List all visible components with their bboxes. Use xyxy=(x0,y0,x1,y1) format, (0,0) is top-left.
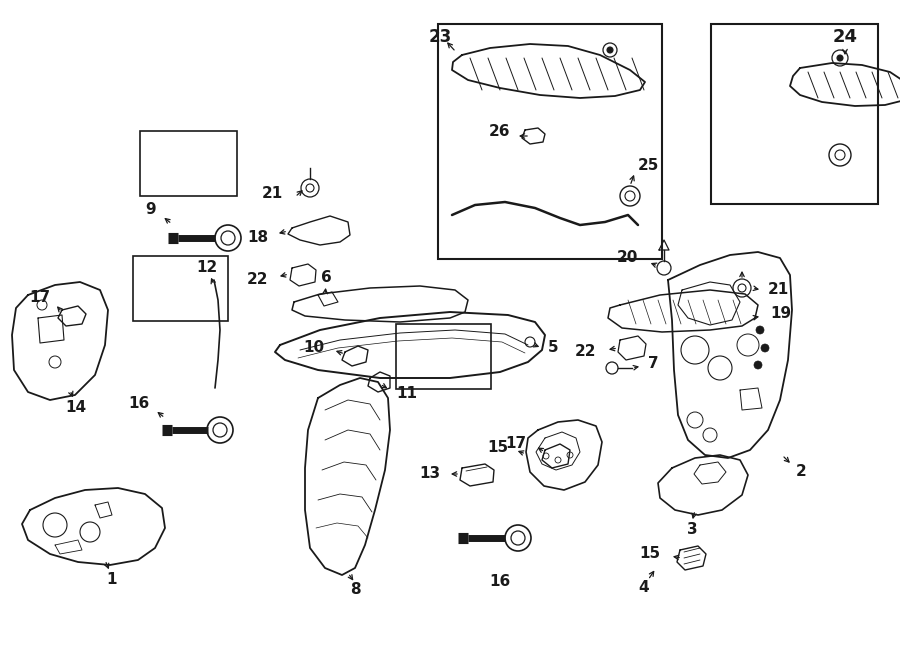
Text: 15: 15 xyxy=(639,545,660,561)
Text: 22: 22 xyxy=(247,272,268,288)
Text: 7: 7 xyxy=(648,356,659,371)
Text: 23: 23 xyxy=(428,28,452,46)
Text: 18: 18 xyxy=(247,229,268,245)
Text: 22: 22 xyxy=(574,344,596,360)
Circle shape xyxy=(837,55,843,61)
Bar xyxy=(711,24,878,204)
Bar xyxy=(133,256,228,321)
Text: 14: 14 xyxy=(66,401,86,416)
Circle shape xyxy=(756,326,764,334)
Text: 13: 13 xyxy=(418,467,440,481)
Text: 20: 20 xyxy=(616,251,638,266)
Bar xyxy=(396,324,490,389)
Text: 25: 25 xyxy=(638,157,660,173)
Text: 12: 12 xyxy=(196,260,218,276)
Text: 1: 1 xyxy=(107,572,117,588)
Text: 6: 6 xyxy=(320,270,331,286)
Text: 21: 21 xyxy=(768,282,789,297)
Text: 17: 17 xyxy=(505,436,526,451)
Text: 8: 8 xyxy=(350,582,360,598)
Bar xyxy=(438,24,662,259)
Text: 9: 9 xyxy=(146,202,156,217)
Text: 10: 10 xyxy=(303,340,324,354)
Text: 24: 24 xyxy=(832,28,858,46)
Text: 17: 17 xyxy=(29,290,50,305)
Circle shape xyxy=(761,344,769,352)
Text: 21: 21 xyxy=(262,186,283,202)
Bar xyxy=(140,131,237,196)
Text: 15: 15 xyxy=(487,440,508,455)
Text: 3: 3 xyxy=(687,522,698,537)
Text: 19: 19 xyxy=(770,305,791,321)
Text: 4: 4 xyxy=(639,580,649,594)
Text: 16: 16 xyxy=(490,574,510,590)
Text: 16: 16 xyxy=(129,397,150,412)
Text: 2: 2 xyxy=(796,465,806,479)
Circle shape xyxy=(607,47,613,53)
Circle shape xyxy=(754,361,762,369)
Text: 26: 26 xyxy=(489,124,510,139)
Text: 5: 5 xyxy=(548,340,559,356)
Text: 11: 11 xyxy=(396,385,417,401)
